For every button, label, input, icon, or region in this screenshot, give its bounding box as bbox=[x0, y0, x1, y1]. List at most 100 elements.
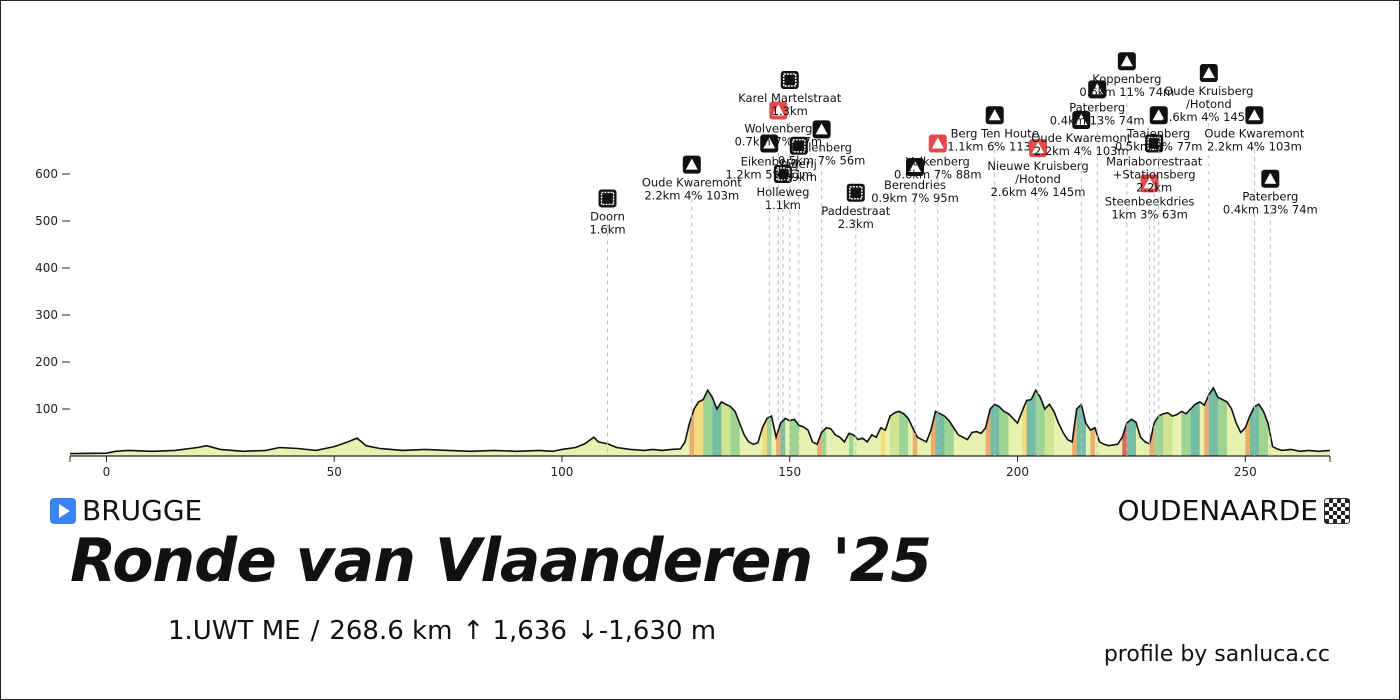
climb-label: Oude Kwaremont 2.2km 4% 103m bbox=[1031, 131, 1131, 158]
climb-label: Jagerij 0.9km bbox=[780, 157, 817, 184]
x-tick-label: 150 bbox=[778, 465, 801, 479]
finish-label: OUDENAARDE bbox=[1117, 494, 1318, 527]
gradient-band bbox=[880, 387, 886, 456]
gradient-band bbox=[1163, 387, 1173, 456]
climb-label: Holleweg 1.1km bbox=[756, 185, 809, 212]
race-title: Ronde van Vlaanderen '25 bbox=[70, 526, 932, 596]
gradient-band bbox=[689, 387, 695, 456]
race-descent: ↓-1,630 m bbox=[576, 616, 717, 646]
mountain-glyph bbox=[1264, 172, 1277, 184]
mountain-glyph bbox=[772, 104, 785, 116]
climb-label: Oude Kruisberg/Hotond 2.6km 4% 145m bbox=[1161, 84, 1256, 124]
climb-label: Molenberg 0.5km 7% 56m bbox=[778, 140, 866, 167]
cobbles-pattern bbox=[783, 73, 797, 87]
climb-label: Berg Ten Houte 1.1km 6% 113m bbox=[947, 126, 1042, 153]
gradient-band bbox=[1126, 387, 1136, 456]
y-tick-label: 500 bbox=[35, 214, 58, 228]
gradient-band bbox=[730, 387, 740, 456]
mountain-glyph bbox=[1152, 109, 1165, 121]
cobbles-pattern bbox=[849, 186, 863, 200]
profile-line bbox=[69, 386, 1331, 455]
climb-label: Paterberg 0.4km 13% 74m bbox=[1050, 100, 1145, 127]
x-tick-label: 50 bbox=[327, 465, 342, 479]
mountain-glyph bbox=[988, 109, 1001, 121]
gradient-band bbox=[789, 387, 799, 456]
gradient-band bbox=[1204, 387, 1209, 456]
gradient-band bbox=[694, 387, 704, 456]
climb-label: Eikenberg 1.2km 5% 61m bbox=[725, 154, 813, 181]
climb-label: Berendries 0.9km 7% 95m bbox=[871, 178, 959, 205]
climb-label: Oude Kwaremont 2.2km 4% 103m bbox=[642, 176, 742, 203]
race-category: 1.UWT ME bbox=[168, 616, 301, 646]
mountain-glyph bbox=[909, 160, 922, 172]
climb-label: Doorn 1.6km bbox=[589, 209, 625, 236]
cobbles-icon bbox=[1145, 134, 1164, 153]
gradient-band bbox=[1035, 387, 1045, 456]
cobbles-pattern bbox=[792, 139, 806, 153]
mountain-glyph bbox=[685, 158, 698, 170]
mountain-glyph bbox=[763, 137, 776, 149]
gradient-band bbox=[1022, 387, 1027, 456]
mountain-glyph bbox=[1120, 55, 1133, 67]
start-label: BRUGGE bbox=[82, 494, 203, 527]
start-location: BRUGGE bbox=[50, 494, 202, 527]
gradient-band bbox=[780, 387, 786, 456]
gradient-band bbox=[766, 387, 772, 456]
cobbles-pattern bbox=[776, 167, 790, 181]
climb-label: Mariaborrestraat +Stationsberg 2.2km bbox=[1106, 154, 1203, 194]
climb-label: Koppenberg 0.6km 11% 74m bbox=[1079, 72, 1174, 99]
x-tick-label: 250 bbox=[1234, 465, 1257, 479]
mountain-glyph bbox=[1032, 142, 1045, 154]
y-tick-label: 600 bbox=[35, 167, 58, 181]
gradient-band bbox=[1181, 387, 1191, 456]
gradient-band bbox=[1044, 387, 1054, 456]
gradient-band bbox=[889, 387, 900, 456]
mountain-glyph bbox=[931, 137, 944, 149]
gradient-band bbox=[712, 387, 722, 456]
stats-separator: / bbox=[310, 616, 320, 646]
play-icon bbox=[50, 497, 76, 524]
x-tick-label: 100 bbox=[551, 465, 574, 479]
gradient-band bbox=[1258, 387, 1269, 456]
y-tick-label: 300 bbox=[35, 308, 58, 322]
x-tick-label: 0 bbox=[103, 465, 111, 479]
race-distance: 268.6 km bbox=[329, 616, 453, 646]
credit-text: profile by sanluca.cc bbox=[1103, 642, 1330, 667]
cobbles-pattern bbox=[1147, 136, 1161, 151]
gradient-band bbox=[848, 387, 854, 456]
climb-label: Oude Kwaremont 2.2km 4% 103m bbox=[1204, 126, 1304, 153]
finish-location: OUDENAARDE bbox=[1117, 494, 1350, 527]
mountain-glyph bbox=[1248, 109, 1261, 121]
y-tick-label: 100 bbox=[35, 402, 58, 416]
elevation-profile-chart: 0 50 100 150 200 250 100 200 300 400 500 600 Doorn 1.… bbox=[35, 52, 1331, 479]
checkered-flag-icon bbox=[1324, 497, 1350, 524]
cobbles-icon bbox=[780, 71, 799, 89]
gradient-band bbox=[703, 387, 713, 456]
mountain-glyph bbox=[1091, 83, 1104, 95]
cobbles-icon bbox=[598, 189, 617, 208]
race-ascent: ↑ 1,636 bbox=[462, 616, 567, 646]
mountain-glyph bbox=[815, 123, 828, 135]
climb-label: Taaienberg 0.5km 8% 77m bbox=[1115, 126, 1203, 153]
gradient-band bbox=[1208, 387, 1218, 456]
gradient-band bbox=[1026, 387, 1036, 456]
gradient-band bbox=[721, 387, 731, 456]
y-tick-label: 400 bbox=[35, 261, 58, 275]
climb-label: Karel Martelstraat 1.3km bbox=[738, 91, 842, 118]
gradient-band bbox=[1217, 387, 1228, 456]
gradient-band bbox=[1190, 387, 1200, 456]
cobbles-icon bbox=[846, 183, 865, 202]
mountain-glyph bbox=[1075, 113, 1088, 125]
mountain-glyph bbox=[1143, 177, 1156, 189]
gradient-band bbox=[935, 387, 945, 456]
climb-label: Valkenberg 0.6km 7% 88m bbox=[894, 154, 982, 181]
climb-label: Paddestraat 2.3km bbox=[821, 204, 890, 231]
cobbles-pattern bbox=[600, 191, 615, 206]
gradient-band bbox=[999, 387, 1009, 456]
gradient-band bbox=[985, 387, 991, 456]
x-tick-label: 200 bbox=[1006, 465, 1029, 479]
cobbles-icon bbox=[789, 136, 808, 155]
race-stats: 1.UWT ME / 268.6 km ↑ 1,636 ↓-1,630 m bbox=[168, 616, 716, 646]
climb-label: Steenbeekdries 1km 3% 63m bbox=[1105, 194, 1195, 221]
climb-label: Nieuwe Kruisberg/Hotond 2.6km 4% 145m bbox=[987, 159, 1088, 199]
